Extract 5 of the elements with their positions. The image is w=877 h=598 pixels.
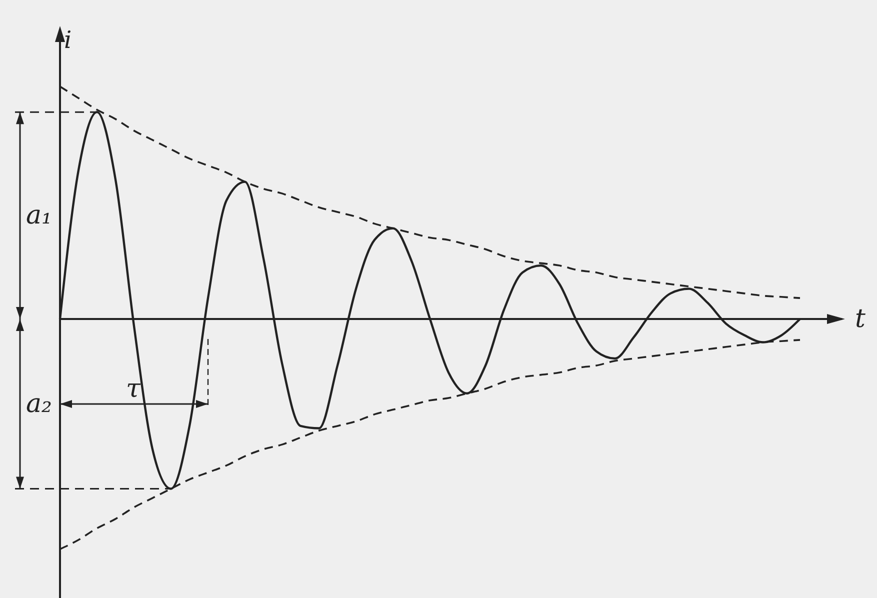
annotation: a₂ bbox=[26, 388, 52, 419]
annotation: τ bbox=[126, 374, 141, 404]
y-axis-title: i bbox=[64, 26, 72, 54]
annotation: a₁ bbox=[26, 200, 52, 231]
x-axis-title: t bbox=[855, 304, 866, 334]
